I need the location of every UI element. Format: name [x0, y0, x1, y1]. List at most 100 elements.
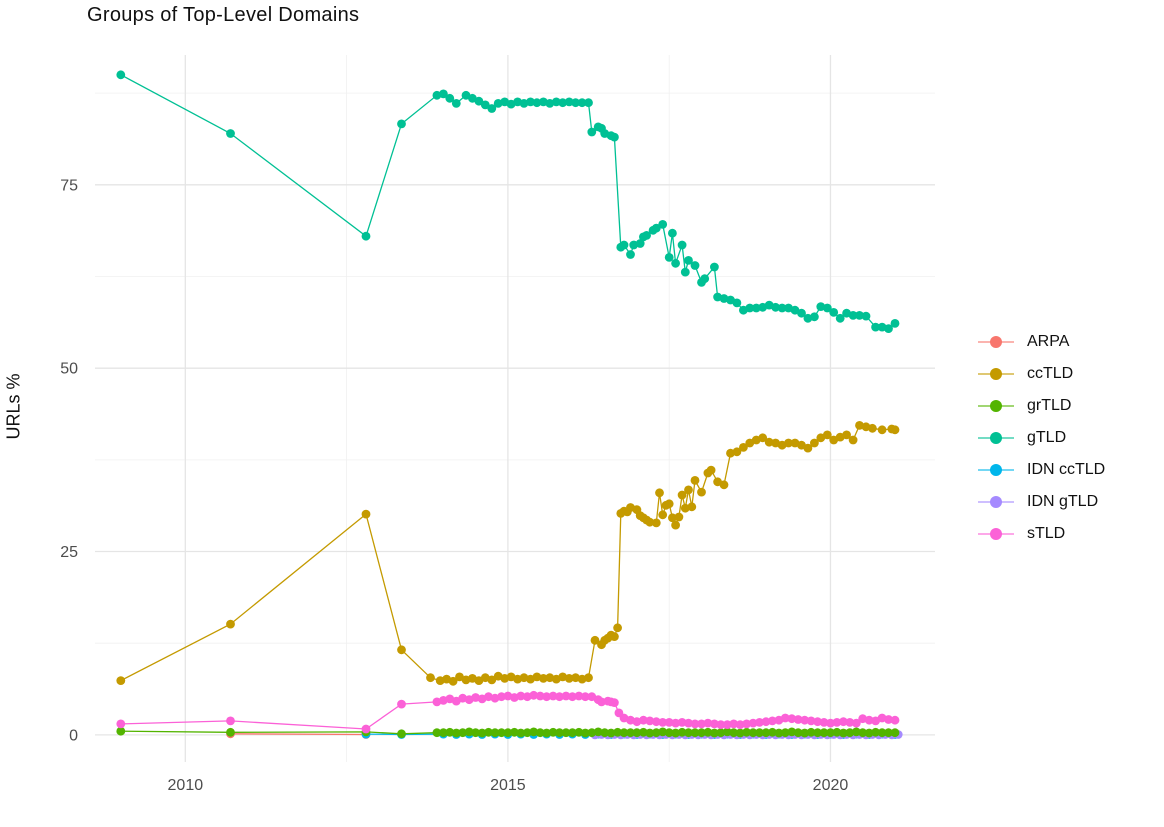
- data-point: [751, 303, 761, 313]
- data-point: [845, 718, 855, 727]
- data-point: [771, 302, 780, 312]
- data-point: [684, 718, 693, 728]
- data-point: [680, 267, 690, 277]
- data-point: [793, 715, 803, 724]
- data-point: [635, 239, 645, 248]
- data-point: [851, 727, 861, 737]
- legend-label: gTLD: [1027, 429, 1067, 446]
- x-tick-label: 2015: [490, 777, 526, 794]
- data-point: [568, 692, 577, 702]
- legend-label: grTLD: [1027, 397, 1072, 414]
- data-point: [742, 719, 751, 729]
- legend-dot-icon: [990, 528, 1002, 540]
- data-point: [597, 697, 606, 707]
- y-tick-label: 75: [60, 177, 78, 194]
- legend-dot-icon: [990, 464, 1002, 476]
- data-point: [397, 119, 406, 129]
- legend-label: IDN gTLD: [1027, 493, 1099, 510]
- data-point: [732, 298, 742, 308]
- data-point: [745, 303, 755, 313]
- data-point: [819, 728, 829, 738]
- data-point: [864, 715, 874, 725]
- data-point: [858, 728, 868, 738]
- data-point: [697, 719, 706, 729]
- data-point: [810, 438, 819, 448]
- legend-dot-icon: [990, 432, 1002, 444]
- data-point: [800, 715, 810, 725]
- data-point: [890, 728, 900, 738]
- legend-label: ARPA: [1027, 333, 1070, 350]
- legend-key-icon: [978, 464, 1014, 476]
- data-point: [642, 231, 651, 240]
- data-point: [684, 728, 693, 738]
- series-line: [230, 733, 367, 736]
- legend-dot-icon: [990, 368, 1002, 380]
- data-point: [664, 728, 674, 738]
- data-point: [735, 720, 745, 729]
- data-point: [748, 728, 758, 738]
- data-point: [855, 311, 864, 320]
- data-point: [600, 728, 610, 738]
- data-point: [542, 692, 551, 702]
- data-point: [716, 720, 726, 729]
- data-point: [471, 728, 480, 738]
- data-point: [439, 728, 448, 738]
- legend-label: ccTLD: [1027, 365, 1074, 382]
- data-point: [445, 93, 455, 103]
- data-point: [529, 727, 539, 737]
- data-point: [542, 728, 551, 738]
- data-point: [584, 673, 593, 683]
- data-point: [677, 490, 687, 500]
- data-point: [877, 425, 887, 435]
- data-point: [890, 425, 900, 435]
- legend-key-icon: [978, 432, 1014, 444]
- data-point: [516, 691, 526, 701]
- data-point: [510, 727, 519, 737]
- legend-item-idn-gtld: IDN gTLD: [978, 486, 1105, 518]
- data-point: [551, 97, 561, 107]
- data-point: [116, 676, 126, 685]
- data-point: [722, 720, 732, 729]
- data-point: [613, 727, 622, 737]
- data-point: [722, 727, 732, 737]
- data-point: [842, 430, 851, 440]
- data-point: [748, 718, 758, 728]
- data-point: [658, 718, 668, 727]
- data-point: [590, 635, 600, 645]
- data-point: [890, 319, 900, 328]
- data-point: [839, 728, 848, 738]
- data-point: [574, 727, 584, 737]
- data-point: [739, 443, 748, 452]
- data-point: [626, 728, 635, 738]
- data-point: [645, 728, 655, 738]
- data-point: [503, 728, 513, 738]
- data-point: [432, 728, 442, 738]
- data-point: [671, 718, 680, 728]
- data-point: [361, 509, 371, 519]
- data-point: [610, 132, 619, 142]
- data-point: [610, 632, 619, 641]
- data-point: [645, 716, 655, 726]
- data-point: [580, 728, 590, 738]
- data-point: [577, 98, 587, 108]
- data-point: [729, 728, 739, 738]
- data-point: [890, 715, 900, 725]
- data-point: [684, 256, 693, 265]
- legend-key-icon: [978, 336, 1014, 348]
- data-point: [706, 465, 716, 475]
- data-point: [761, 728, 771, 738]
- data-point: [639, 715, 648, 725]
- data-point: [632, 728, 642, 738]
- data-point: [658, 727, 668, 737]
- series-stld: [116, 690, 900, 734]
- data-point: [797, 308, 806, 318]
- data-point: [587, 728, 597, 738]
- data-point: [755, 728, 764, 738]
- data-point: [800, 728, 810, 738]
- data-point: [522, 728, 532, 738]
- data-point: [732, 447, 742, 457]
- data-point: [487, 104, 497, 113]
- data-point: [710, 262, 719, 272]
